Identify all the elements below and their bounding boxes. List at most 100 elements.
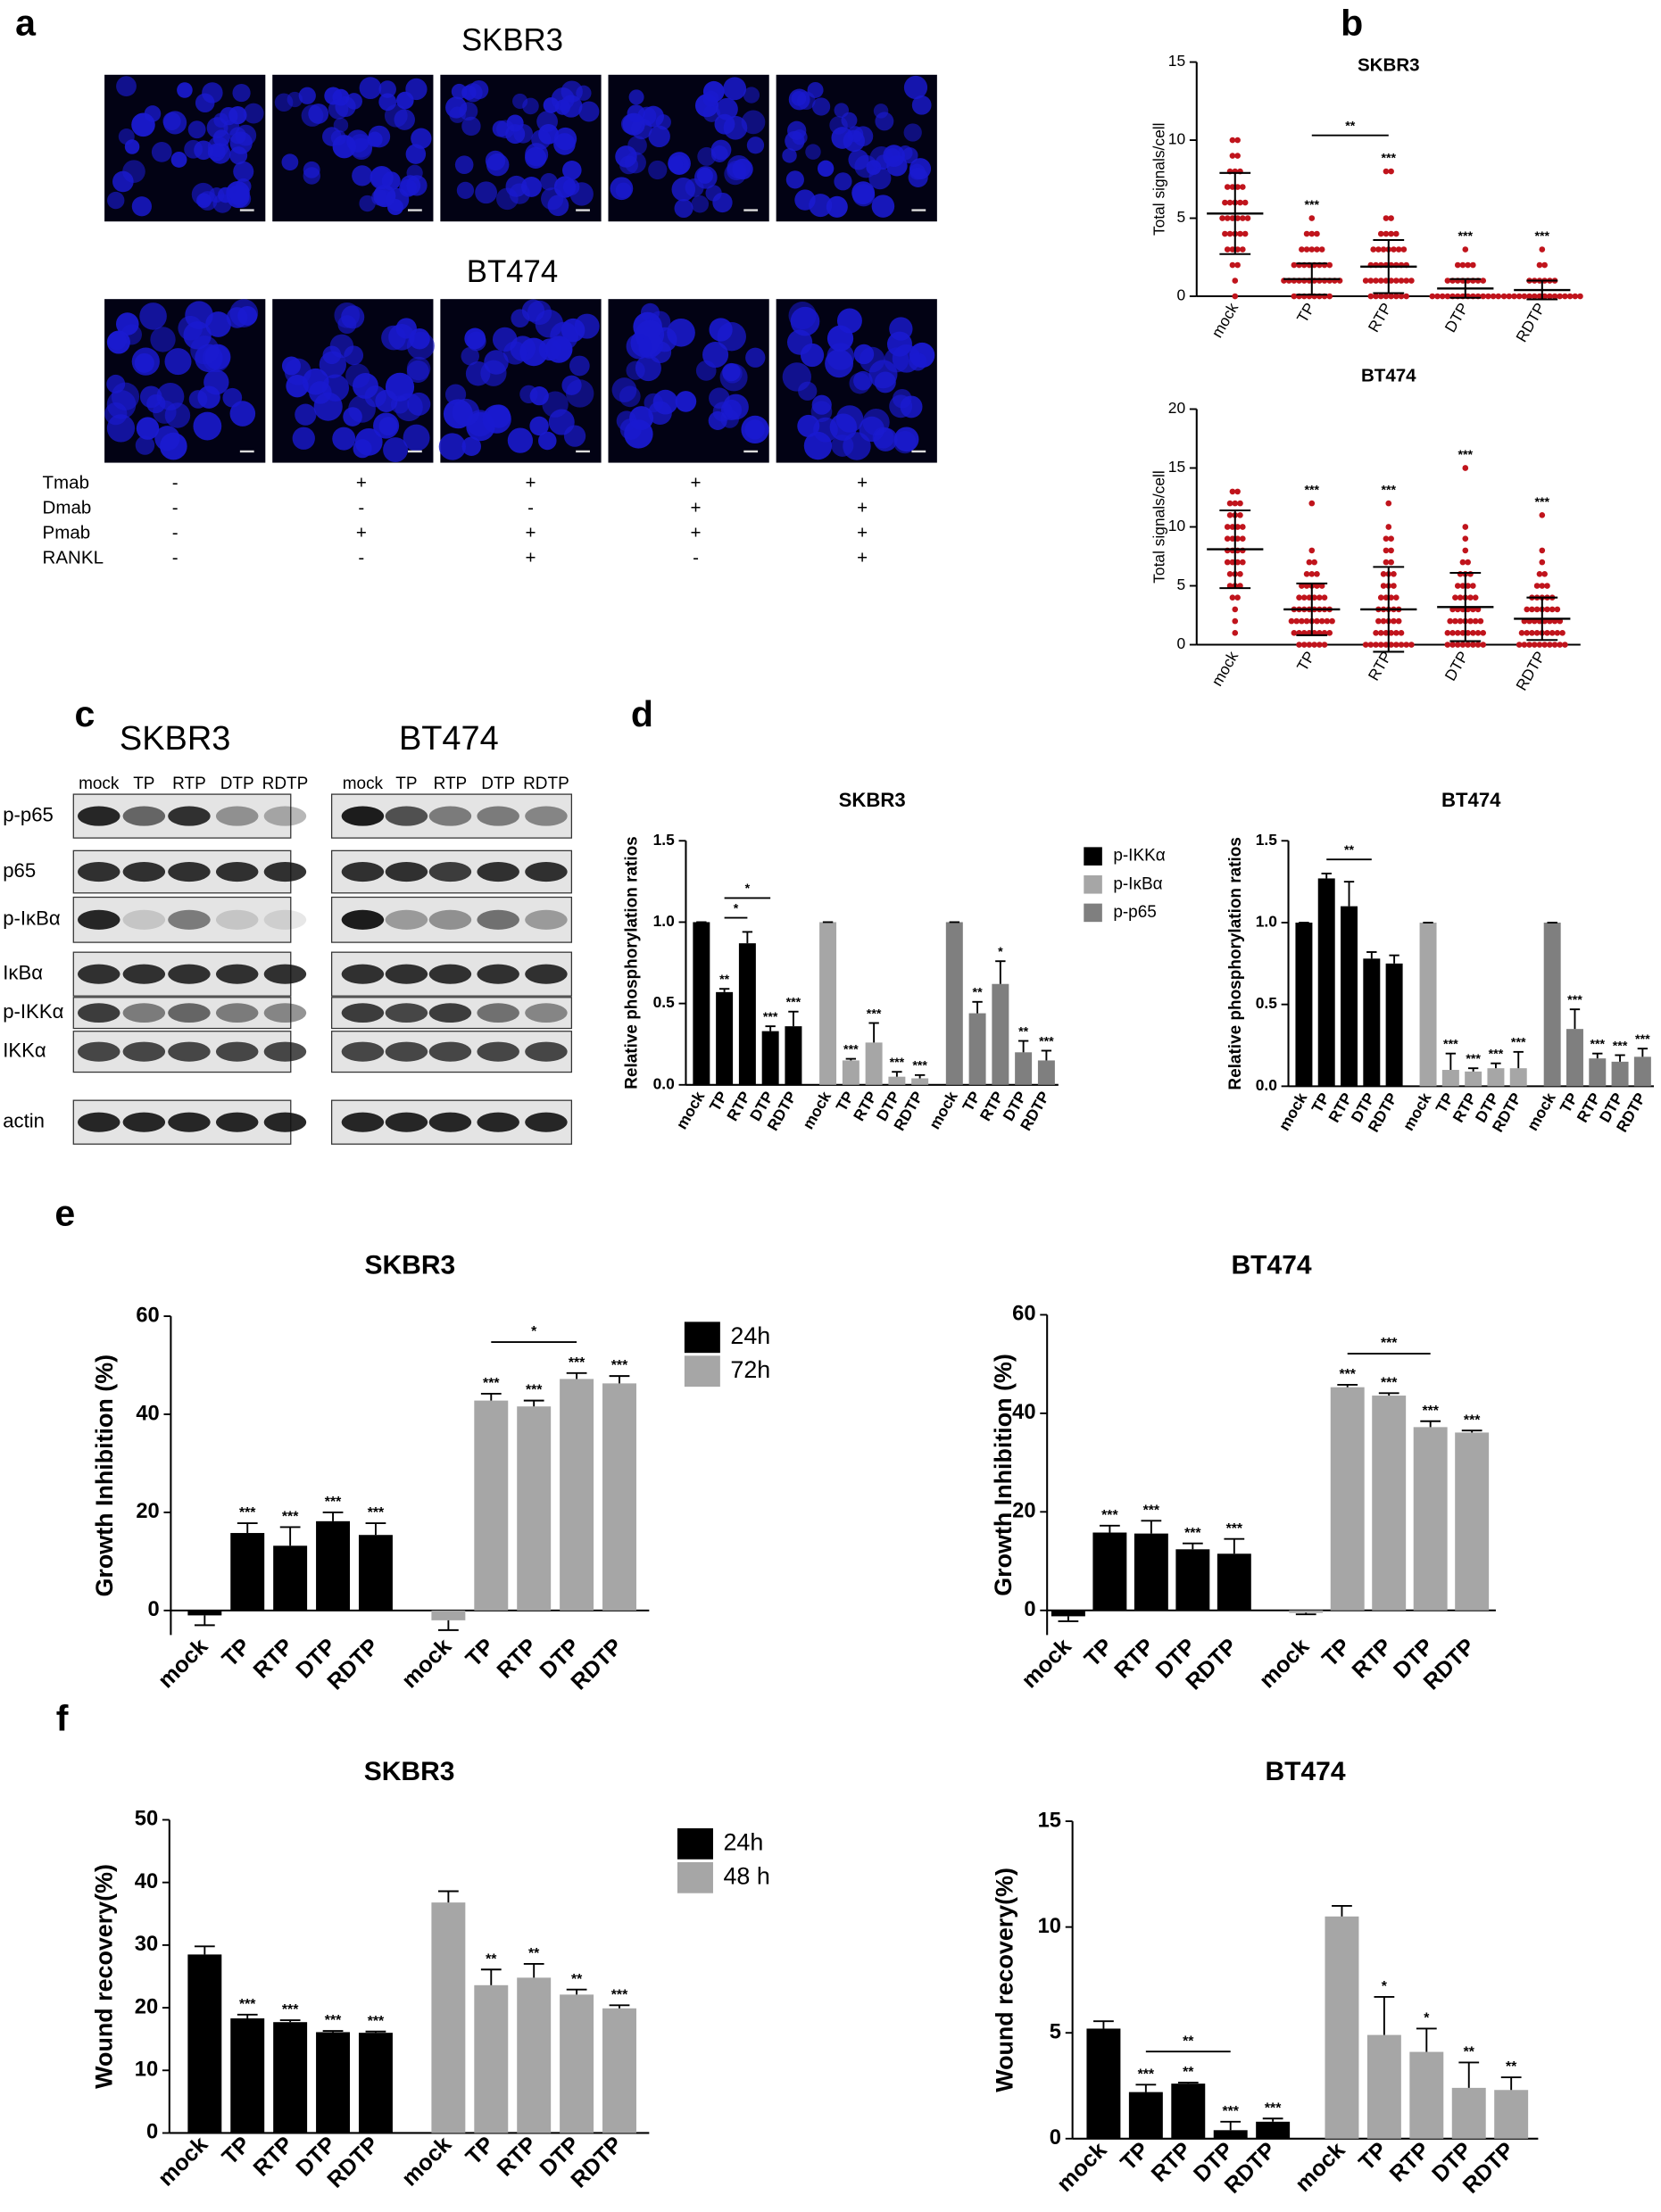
nucleus [226,180,250,205]
blot-band [168,1112,211,1132]
nucleus [378,417,398,436]
data-point [1470,642,1476,648]
treatment-sign: + [356,523,367,543]
significance: *** [1226,1521,1243,1537]
lane-label: RTP [434,775,468,793]
nucleus [569,355,590,377]
nucleus [475,181,498,204]
data-point [1541,570,1548,577]
data-point [1385,500,1392,507]
blot-band [385,861,428,882]
nucleus [782,362,811,392]
data-point [1219,215,1225,221]
data-point [1329,617,1335,625]
data-point [1465,642,1471,648]
nucleus [461,346,479,366]
data-point [1495,293,1502,300]
data-point [1391,246,1397,253]
nucleus [206,117,228,138]
data-point [1316,594,1323,601]
y-tick-label: 20 [135,1995,158,2018]
significance: *** [890,1056,905,1070]
significance: *** [325,2013,342,2028]
nucleus [195,93,215,113]
data-point [1308,547,1316,554]
nucleus [851,181,876,205]
bar [1086,2028,1121,2139]
treatment-sign: + [526,473,536,493]
nucleus [529,416,549,436]
nucleus [136,417,160,440]
bar [968,1013,986,1085]
y-tick-label: 0 [146,2121,158,2144]
nucleus [188,390,208,409]
significance: ** [486,1951,497,1967]
treatment-name: Tmab [43,473,90,493]
nucleus [409,328,430,350]
data-point [1465,583,1471,589]
data-point [1222,230,1228,237]
data-point [1541,642,1548,648]
data-point [1462,535,1469,543]
data-point [1388,594,1394,601]
comparison-label: * [745,882,751,896]
data-point [1326,261,1333,269]
data-point [1326,629,1333,636]
blot-band [341,1041,385,1062]
y-tick-label: 15 [1168,458,1185,476]
nucleus [164,348,192,376]
blot-band [168,1003,211,1023]
significance: *** [1458,229,1473,244]
data-point [1454,642,1461,648]
data-point [1554,606,1561,613]
blot-title: BT474 [399,720,499,758]
nucleus [438,433,466,460]
significance: ** [973,986,984,1000]
data-point [1557,293,1564,300]
y-tick-label: 15 [1168,52,1185,70]
bar [1372,1396,1407,1611]
lane-label: TP [395,775,417,793]
nucleus [624,419,653,449]
data-point [1239,246,1246,253]
nucleus [378,80,396,98]
bar [316,1520,351,1611]
data-point [1549,629,1556,636]
significance: *** [786,996,801,1010]
data-point [1377,278,1384,284]
nucleus [743,87,760,104]
data-point [1526,642,1532,648]
data-point [1383,168,1390,175]
y-tick-label: 1.5 [653,831,675,849]
data-point [1242,199,1249,206]
bar [1487,1068,1505,1087]
data-point [1391,583,1397,589]
data-point [1226,199,1233,206]
blot-row-label: IKKα [3,1039,46,1061]
significance: *** [867,1007,882,1021]
nucleus [153,400,177,424]
data-point [1224,524,1231,530]
nucleus [345,93,362,110]
nucleus [565,379,594,408]
blot-band [215,909,259,930]
significance: ** [528,1946,540,1961]
bar [474,1400,509,1611]
bar [1565,1029,1583,1087]
data-point [1229,594,1236,601]
data-point [1383,230,1390,237]
bar [761,1031,779,1085]
data-point [1293,617,1300,625]
bar [358,2033,393,2133]
data-point [1395,246,1402,253]
nucleus [547,195,569,217]
y-tick-label: 1.5 [1256,831,1277,849]
data-point [1393,293,1399,300]
y-tick-label: 0 [148,1598,160,1621]
data-point [1224,246,1231,253]
nucleus [691,195,710,213]
data-point [1459,642,1466,648]
data-point [1229,153,1236,159]
bar [560,1379,594,1611]
nucleus [560,95,583,118]
